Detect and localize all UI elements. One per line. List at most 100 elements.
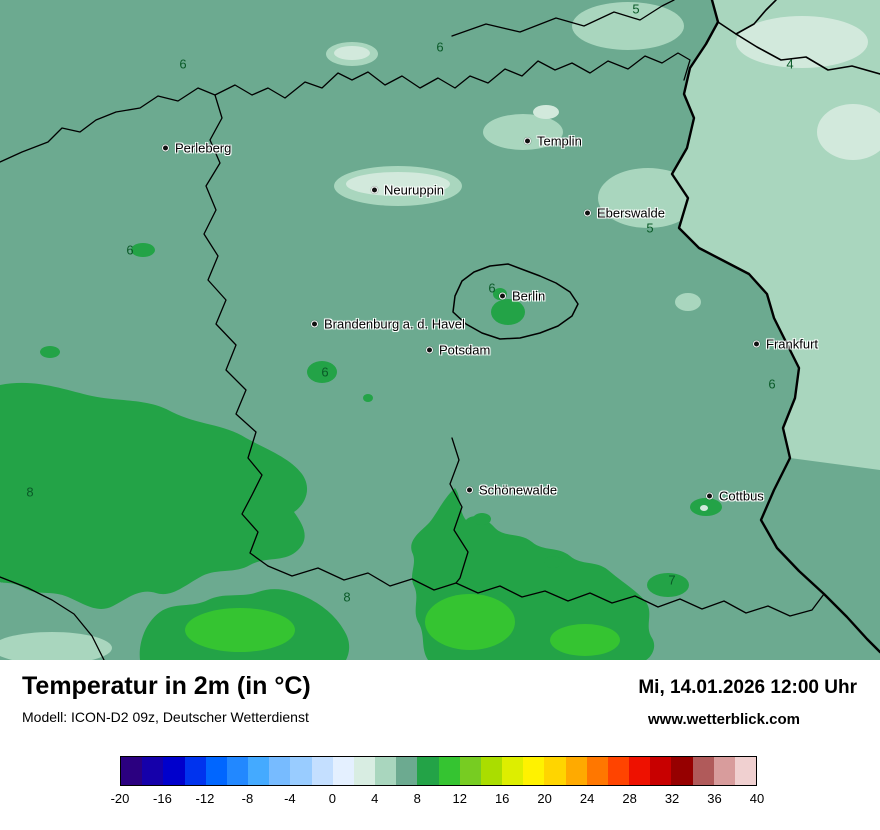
legend-color-segment bbox=[375, 757, 397, 785]
legend-tick-label: -4 bbox=[284, 791, 296, 806]
city-dot-icon bbox=[753, 340, 760, 348]
city-marker-frankfurt: Frankfurt bbox=[753, 338, 818, 351]
city-label: Neuruppin bbox=[384, 182, 444, 198]
temperature-value-label: 6 bbox=[488, 280, 496, 296]
legend-color-segment bbox=[480, 757, 503, 785]
temperature-value-label: 5 bbox=[632, 1, 640, 17]
legend-color-segment bbox=[734, 757, 757, 785]
legend-color-segment bbox=[671, 757, 693, 785]
mint-temperature-regions bbox=[0, 0, 880, 660]
city-marker-eberswalde: Eberswalde bbox=[584, 207, 665, 220]
temperature-value-label: 4 bbox=[786, 56, 794, 72]
legend-color-segment bbox=[650, 757, 672, 785]
legend-color-segment bbox=[269, 757, 291, 785]
temperature-value-label: 6 bbox=[436, 39, 444, 55]
legend-color-segment bbox=[290, 757, 312, 785]
temperature-value-label: 6 bbox=[126, 242, 134, 258]
legend-color-segment bbox=[353, 757, 376, 785]
legend-tick-label: 8 bbox=[413, 791, 421, 806]
city-marker-neuruppin: Neuruppin bbox=[371, 184, 444, 197]
legend-color-segment bbox=[121, 757, 143, 785]
legend-color-segment bbox=[417, 757, 439, 785]
legend-color-segment bbox=[248, 757, 270, 785]
legend-color-segment bbox=[226, 757, 249, 785]
temperature-value-label: 8 bbox=[26, 484, 34, 500]
legend-tick-label: 36 bbox=[707, 791, 722, 806]
city-label: Cottbus bbox=[719, 488, 764, 504]
map-title: Temperatur in 2m (in °C) bbox=[22, 672, 311, 700]
national-border-line bbox=[670, 0, 880, 654]
city-dot-icon bbox=[371, 186, 378, 194]
legend-color-segment bbox=[523, 757, 545, 785]
legend-tick-label: 4 bbox=[371, 791, 379, 806]
legend-tick-label: 40 bbox=[749, 791, 765, 806]
legend-color-segment bbox=[544, 757, 566, 785]
city-label: Frankfurt bbox=[766, 336, 819, 352]
city-marker-berlin: Berlin bbox=[499, 290, 545, 303]
legend-tick-label: 32 bbox=[664, 791, 680, 806]
city-label: Berlin bbox=[512, 288, 546, 304]
website-url: www.wetterblick.com bbox=[648, 711, 800, 728]
legend-tick-label: 24 bbox=[579, 791, 595, 806]
legend-tick-label: -16 bbox=[153, 791, 172, 806]
city-dot-icon bbox=[524, 137, 531, 145]
city-marker-potsdam: Potsdam bbox=[426, 344, 490, 357]
temperature-value-label: 7 bbox=[668, 572, 676, 588]
legend-color-segment bbox=[502, 757, 524, 785]
legend-color-segment bbox=[438, 757, 460, 785]
forecast-datetime: Mi, 14.01.2026 12:00 Uhr bbox=[638, 677, 857, 698]
map-canvas bbox=[0, 0, 880, 660]
legend-color-segment bbox=[311, 757, 333, 785]
legend-tick-labels: -20 -16 -12 -8 -4 0 4 8 12 16 20 24 28 32 36 40 bbox=[111, 791, 765, 808]
legend-color-segment bbox=[396, 757, 418, 785]
berlin-city-outline bbox=[452, 263, 579, 340]
legend-color-segment bbox=[565, 757, 587, 785]
city-label: Schönewalde bbox=[479, 482, 558, 498]
city-label: Eberswalde bbox=[597, 205, 665, 221]
legend-tick-label: 28 bbox=[622, 791, 637, 806]
temperature-value-label: 6 bbox=[179, 56, 187, 72]
legend-tick-label: 0 bbox=[328, 791, 336, 806]
legend-color-segment bbox=[607, 757, 630, 785]
legend-color-segment bbox=[205, 757, 227, 785]
legend-color-segment bbox=[142, 757, 164, 785]
legend-color-segment bbox=[629, 757, 651, 785]
city-marker-templin: Templin bbox=[524, 135, 582, 148]
city-dot-icon bbox=[426, 346, 433, 354]
city-label: Potsdam bbox=[439, 342, 491, 358]
legend-color-segment bbox=[586, 757, 608, 785]
legend-color-segment bbox=[713, 757, 735, 785]
legend-tick-label: 12 bbox=[452, 791, 467, 806]
legend-tick-label: 16 bbox=[494, 791, 510, 806]
temperature-value-label: 6 bbox=[321, 364, 329, 380]
legend-color-segment bbox=[184, 757, 206, 785]
temperature-map: 5 6 6 4 6 5 6 6 6 8 8 7 Perleberg Neuruppin Templin Eb… bbox=[0, 0, 880, 660]
legend-tick-label: -8 bbox=[241, 791, 254, 806]
legend-color-segment bbox=[163, 757, 185, 785]
city-marker-cottbus: Cottbus bbox=[706, 490, 764, 503]
temperature-value-label: 6 bbox=[768, 376, 776, 392]
city-marker-brandenburg-a-d-havel: Brandenburg a. d. Havel bbox=[311, 318, 465, 331]
city-dot-icon bbox=[584, 209, 591, 217]
legend-color-segment bbox=[692, 757, 714, 785]
legend-colorbar bbox=[120, 756, 757, 786]
city-dot-icon bbox=[466, 486, 473, 494]
legend-tick-label: -12 bbox=[195, 791, 215, 806]
temperature-value-label: 5 bbox=[646, 220, 654, 236]
city-label: Brandenburg a. d. Havel bbox=[324, 316, 465, 332]
legend-color-segment bbox=[332, 757, 354, 785]
city-label: Perleberg bbox=[175, 140, 232, 156]
state-border-lines bbox=[0, 0, 825, 660]
green-temperature-regions bbox=[0, 243, 722, 660]
city-dot-icon bbox=[706, 492, 713, 500]
legend-color-segment bbox=[459, 757, 481, 785]
temperature-value-label: 8 bbox=[343, 589, 351, 605]
model-info: Modell: ICON-D2 09z, Deutscher Wetterdie… bbox=[22, 709, 309, 725]
city-marker-perleberg: Perleberg bbox=[162, 142, 231, 155]
city-label: Templin bbox=[537, 133, 582, 149]
city-marker-sch-newalde: Schönewalde bbox=[466, 484, 557, 497]
city-dot-icon bbox=[499, 292, 506, 300]
city-dot-icon bbox=[162, 144, 169, 152]
city-dot-icon bbox=[311, 320, 318, 328]
